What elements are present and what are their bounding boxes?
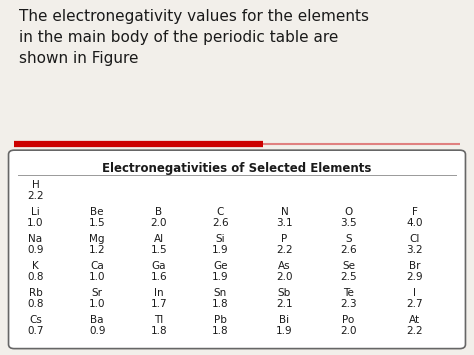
Text: 1.9: 1.9 — [276, 327, 293, 337]
Text: Ga: Ga — [152, 261, 166, 271]
Text: 1.9: 1.9 — [212, 245, 229, 255]
Text: Pb: Pb — [214, 315, 227, 325]
Text: 0.7: 0.7 — [27, 327, 44, 337]
Text: Tl: Tl — [154, 315, 164, 325]
Text: 1.5: 1.5 — [89, 218, 106, 228]
Text: O: O — [344, 207, 353, 217]
Text: 1.7: 1.7 — [150, 299, 167, 310]
Text: F: F — [412, 207, 418, 217]
Text: N: N — [281, 207, 288, 217]
Text: K: K — [32, 261, 39, 271]
Text: 2.6: 2.6 — [212, 218, 229, 228]
Text: Po: Po — [342, 315, 355, 325]
Text: Mg: Mg — [90, 234, 105, 244]
Text: 2.7: 2.7 — [406, 299, 423, 310]
Text: In: In — [154, 288, 164, 298]
Text: The electronegativity values for the elements
in the main body of the periodic t: The electronegativity values for the ele… — [19, 9, 369, 66]
Text: 2.2: 2.2 — [406, 327, 423, 337]
Text: Ba: Ba — [91, 315, 104, 325]
Text: Se: Se — [342, 261, 355, 271]
Text: Bi: Bi — [279, 315, 290, 325]
Text: Rb: Rb — [28, 288, 43, 298]
Text: C: C — [217, 207, 224, 217]
Text: B: B — [155, 207, 163, 217]
Text: 2.1: 2.1 — [276, 299, 293, 310]
Text: Si: Si — [216, 234, 225, 244]
Text: P: P — [281, 234, 288, 244]
Text: 1.8: 1.8 — [212, 327, 229, 337]
Text: As: As — [278, 261, 291, 271]
Text: 2.2: 2.2 — [27, 191, 44, 201]
Text: Be: Be — [91, 207, 104, 217]
Text: Sr: Sr — [91, 288, 103, 298]
Text: Cs: Cs — [29, 315, 42, 325]
Text: 2.0: 2.0 — [151, 218, 167, 228]
Text: 3.1: 3.1 — [276, 218, 293, 228]
Text: H: H — [32, 180, 39, 190]
Text: Cl: Cl — [410, 234, 420, 244]
Text: Electronegativities of Selected Elements: Electronegativities of Selected Elements — [102, 162, 372, 175]
Text: 1.2: 1.2 — [89, 245, 106, 255]
Text: 1.9: 1.9 — [212, 272, 229, 282]
Text: 1.5: 1.5 — [150, 245, 167, 255]
FancyBboxPatch shape — [9, 150, 465, 349]
Text: Al: Al — [154, 234, 164, 244]
Text: 3.2: 3.2 — [406, 245, 423, 255]
Text: Ge: Ge — [213, 261, 228, 271]
Text: 2.3: 2.3 — [340, 299, 357, 310]
Text: 2.0: 2.0 — [340, 327, 356, 337]
Text: 2.9: 2.9 — [406, 272, 423, 282]
Text: 1.6: 1.6 — [150, 272, 167, 282]
Text: 1.0: 1.0 — [27, 218, 44, 228]
Text: 0.9: 0.9 — [89, 327, 105, 337]
Text: At: At — [409, 315, 420, 325]
Text: Ca: Ca — [90, 261, 104, 271]
Text: 1.0: 1.0 — [89, 299, 105, 310]
Text: 4.0: 4.0 — [407, 218, 423, 228]
Text: 0.8: 0.8 — [27, 272, 44, 282]
Text: 0.8: 0.8 — [27, 299, 44, 310]
Text: 1.8: 1.8 — [150, 327, 167, 337]
Text: Sb: Sb — [278, 288, 291, 298]
Text: Sn: Sn — [214, 288, 227, 298]
Text: Te: Te — [343, 288, 354, 298]
Text: Na: Na — [28, 234, 43, 244]
Text: 3.5: 3.5 — [340, 218, 357, 228]
Text: 2.2: 2.2 — [276, 245, 293, 255]
Text: I: I — [413, 288, 416, 298]
Text: S: S — [345, 234, 352, 244]
Text: 2.5: 2.5 — [340, 272, 357, 282]
Text: 1.8: 1.8 — [212, 299, 229, 310]
Text: 0.9: 0.9 — [27, 245, 44, 255]
Text: Br: Br — [409, 261, 420, 271]
Text: 2.0: 2.0 — [276, 272, 292, 282]
Text: Li: Li — [31, 207, 40, 217]
Text: 2.6: 2.6 — [340, 245, 357, 255]
Text: 1.0: 1.0 — [89, 272, 105, 282]
